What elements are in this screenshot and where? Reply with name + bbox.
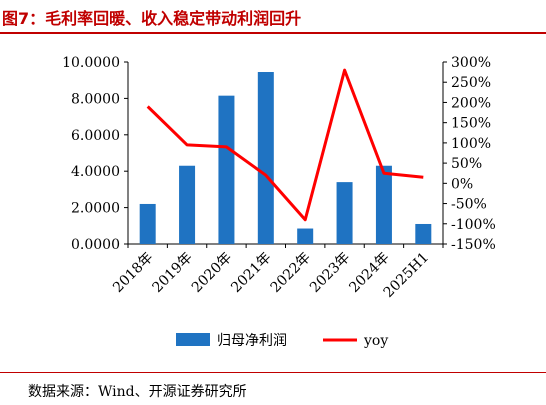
left-tick-label: 4.0000 [71, 164, 120, 180]
right-tick-label: 300% [451, 55, 491, 71]
left-tick-label: 0.0000 [71, 237, 120, 253]
right-tick-label: 0% [451, 176, 473, 192]
plot-area: 0.0000 2.0000 4.0000 6.0000 8.0000 10.0000 -15… [62, 55, 496, 301]
bar [139, 203, 156, 244]
bar [415, 223, 432, 244]
bar [297, 228, 314, 244]
x-tick-label: 2018年 [110, 250, 156, 296]
legend-line-label: yoy [363, 333, 388, 349]
right-tick-label: 50% [451, 156, 482, 172]
source-bar: 数据来源：Wind、开源证券研究所 [0, 372, 546, 405]
x-tick-label: 2023年 [307, 250, 353, 296]
left-tick-label: 8.0000 [71, 91, 120, 107]
right-tick-label: 200% [451, 95, 491, 111]
x-tick-label: 2020年 [189, 250, 235, 296]
legend-bar-swatch [176, 333, 210, 346]
bar [375, 165, 392, 244]
right-tick-label: -100% [451, 217, 496, 233]
legend: 归母净利润 yoy [176, 332, 388, 349]
chart: 0.0000 2.0000 4.0000 6.0000 8.0000 10.0000 -15… [62, 55, 496, 349]
title-bar: 图7：毛利率回暖、收入稳定带动利润回升 [0, 0, 546, 34]
bar [218, 95, 235, 244]
bar [179, 165, 196, 244]
right-tick-label: 150% [451, 116, 491, 132]
figure-title: 图7：毛利率回暖、收入稳定带动利润回升 [2, 9, 302, 28]
x-tick-label: 2022年 [268, 250, 314, 296]
right-tick-label: 100% [451, 136, 491, 152]
source-note: 数据来源：Wind、开源证券研究所 [28, 384, 247, 400]
yoy-line [146, 68, 424, 222]
right-tick-label: -150% [451, 237, 496, 253]
left-tick-label: 6.0000 [71, 128, 120, 144]
bar [336, 182, 353, 244]
x-tick-label: 2021年 [228, 250, 274, 296]
legend-bar-label: 归母净利润 [217, 332, 287, 349]
x-tick-label: 2019年 [149, 250, 195, 296]
bar [257, 72, 274, 244]
right-tick-label: -50% [451, 197, 487, 213]
right-tick-label: 250% [451, 75, 491, 91]
left-tick-label: 2.0000 [71, 201, 120, 217]
left-tick-label: 10.0000 [62, 55, 120, 71]
